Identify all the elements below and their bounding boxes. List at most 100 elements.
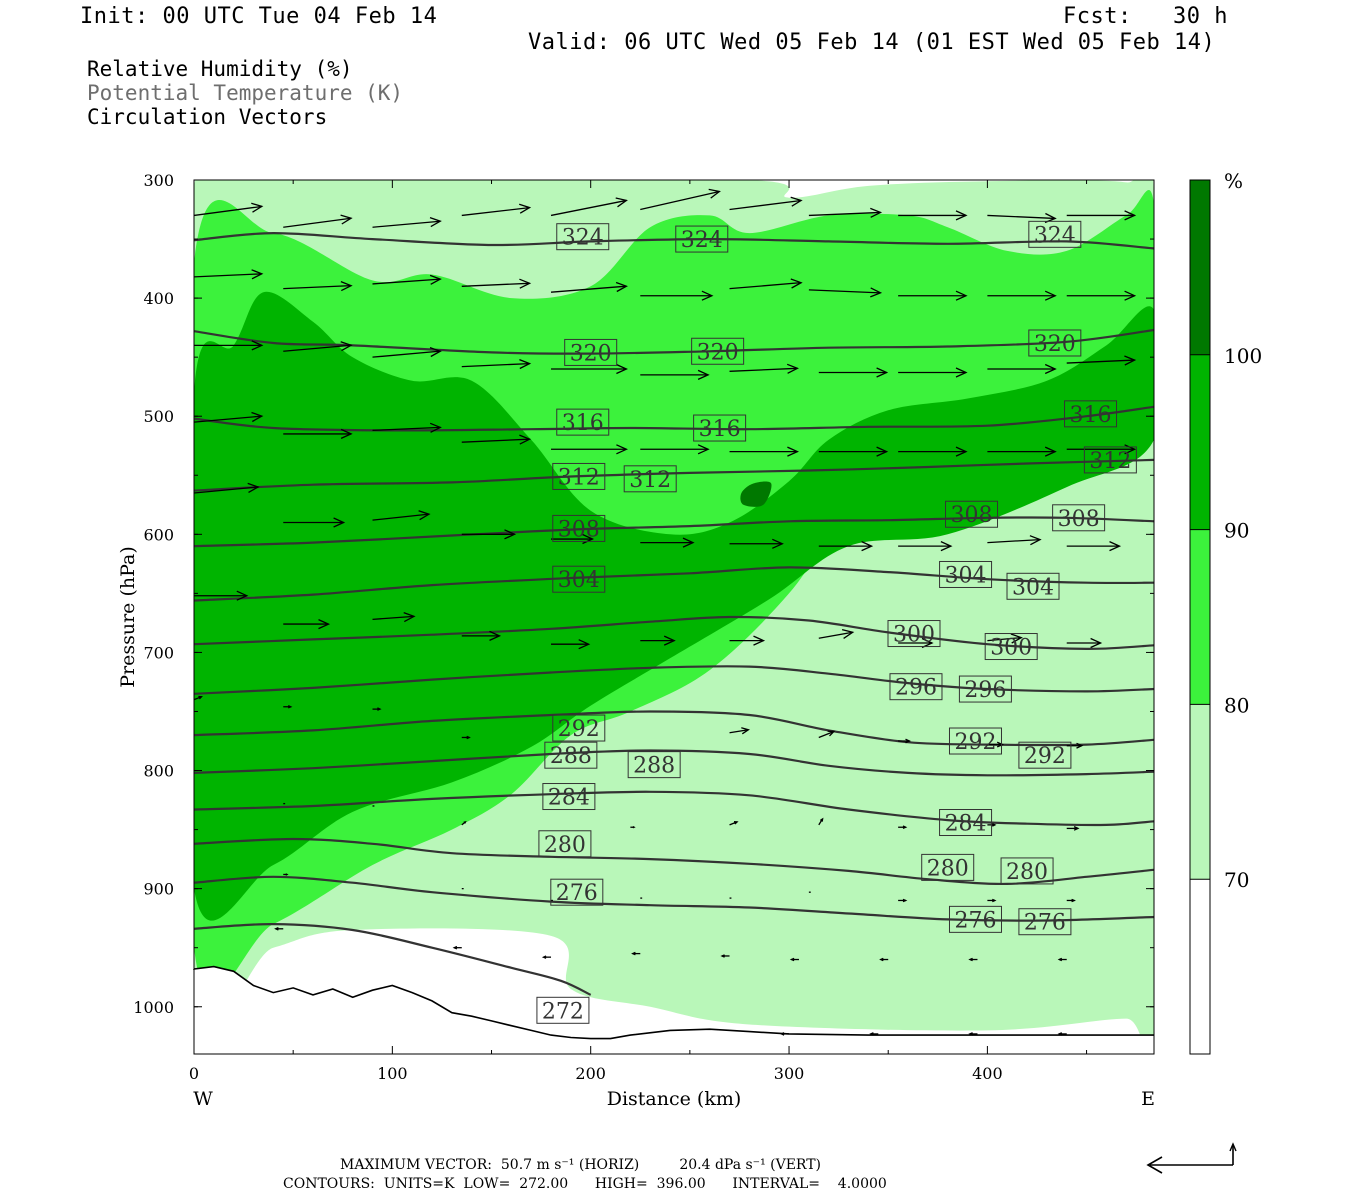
circulation-vector [372,216,442,228]
circulation-vector [1066,637,1103,649]
circulation-vector [968,957,978,962]
west-label: W [193,1088,213,1110]
theta-label-324: 324 [675,225,729,253]
below-ground-fill [194,966,1154,1054]
svg-text:276: 276 [954,908,996,933]
colorbar-segment [1190,354,1210,530]
circulation-vector [640,537,695,548]
theta-label-280: 280 [1000,857,1054,885]
theta-label-316: 316 [1064,400,1118,428]
circulation-vector [987,290,1057,301]
circulation-vector [869,1032,879,1036]
circulation-vector [729,278,803,290]
circulation-vector [551,363,628,375]
theta-label-296: 296 [958,675,1012,703]
colorbar-level-label: 70 [1224,868,1249,892]
theta-label-276: 276 [1018,908,1072,936]
circulation-vector [372,510,431,521]
circulation-vector [808,287,883,298]
svg-text:308: 308 [1058,507,1100,532]
y-tick-label: 800 [143,762,174,781]
y-tick-label: 300 [143,171,174,190]
circulation-vector [879,957,889,962]
svg-text:320: 320 [1034,332,1076,357]
theta-label-312: 312 [1083,446,1137,474]
svg-text:304: 304 [1012,575,1054,600]
svg-text:276: 276 [556,881,598,906]
theta-contour-288 [194,749,1154,777]
circulation-vector [461,820,467,826]
svg-text:304: 304 [945,563,987,588]
svg-text:320: 320 [570,341,612,366]
circulation-vector [372,274,442,285]
circulation-vector-layer [194,188,1137,1036]
svg-text:292: 292 [954,730,996,755]
circulation-vector [1066,210,1137,221]
circulation-vector [1057,1032,1067,1036]
svg-text:324: 324 [681,228,723,253]
circulation-vector [283,705,293,709]
circulation-vector [818,446,889,457]
circulation-vector [1057,957,1067,962]
terrain-layer [193,965,1154,1054]
svg-text:280: 280 [544,833,586,858]
svg-text:296: 296 [895,676,937,701]
theta-label-276: 276 [948,905,1002,933]
circulation-vector [898,210,968,221]
svg-text:300: 300 [893,623,935,648]
x-tick-label: 0 [189,1064,199,1083]
colorbar-level-label: 100 [1224,344,1262,368]
circulation-vector [898,898,908,903]
circulation-vector [551,639,591,650]
theta-label-296: 296 [889,673,943,701]
circulation-vector [898,290,968,301]
circulation-vector [194,411,264,423]
svg-text:316: 316 [699,417,741,442]
circulation-vector [818,628,855,639]
circulation-vector [779,1032,790,1036]
theta-label-320: 320 [564,338,618,366]
circulation-vector [898,738,911,744]
circulation-vector [640,290,714,301]
circulation-vector [630,826,636,829]
y-tick-label: 900 [143,880,174,899]
svg-text:316: 316 [562,411,604,436]
circulation-vector [898,637,934,649]
circulation-vector [1066,444,1137,455]
y-tick-label: 400 [143,289,174,308]
theta-contour-320 [194,328,1154,355]
circulation-vector [461,735,471,740]
circulation-vector [550,197,628,217]
theta-label-312: 312 [552,462,606,490]
circulation-vector [194,590,249,601]
max-vector-note: MAXIMUM VECTOR: 50.7 m s⁻¹ (HORIZ) 20.4 … [340,1157,822,1173]
rh-fill-layer [194,180,1154,1054]
svg-text:280: 280 [927,856,969,881]
x-tick-label: 100 [377,1064,408,1083]
theta-label-300: 300 [887,620,941,648]
svg-text:324: 324 [1034,223,1076,248]
circulation-vector [898,541,953,552]
circulation-vector [987,363,1057,375]
y-tick-label: 600 [143,525,174,544]
svg-text:312: 312 [1089,449,1131,474]
svg-text:324: 324 [562,226,604,251]
circulation-vector [808,207,883,218]
theta-label-layer: 324 324 324 320 320 320 316 316 316 312 312 312 308 3… [536,220,1137,1024]
colorbar-segment [1190,529,1210,705]
x-axis-label: Distance (km) [607,1088,742,1110]
svg-text:316: 316 [1070,403,1112,428]
svg-text:292: 292 [558,717,600,742]
theta-contour-304 [194,566,1154,602]
circulation-vector [283,214,353,228]
theta-contour-324 [194,231,1154,250]
circulation-vector [729,635,766,646]
colorbar-level-label: 80 [1224,693,1249,717]
theta-label-300: 300 [984,633,1038,661]
circulation-vector [1066,541,1122,552]
circulation-vector [631,951,641,956]
svg-text:288: 288 [633,754,675,779]
theta-label-276: 276 [550,878,604,906]
colorbar-unit-label: % [1224,169,1243,193]
